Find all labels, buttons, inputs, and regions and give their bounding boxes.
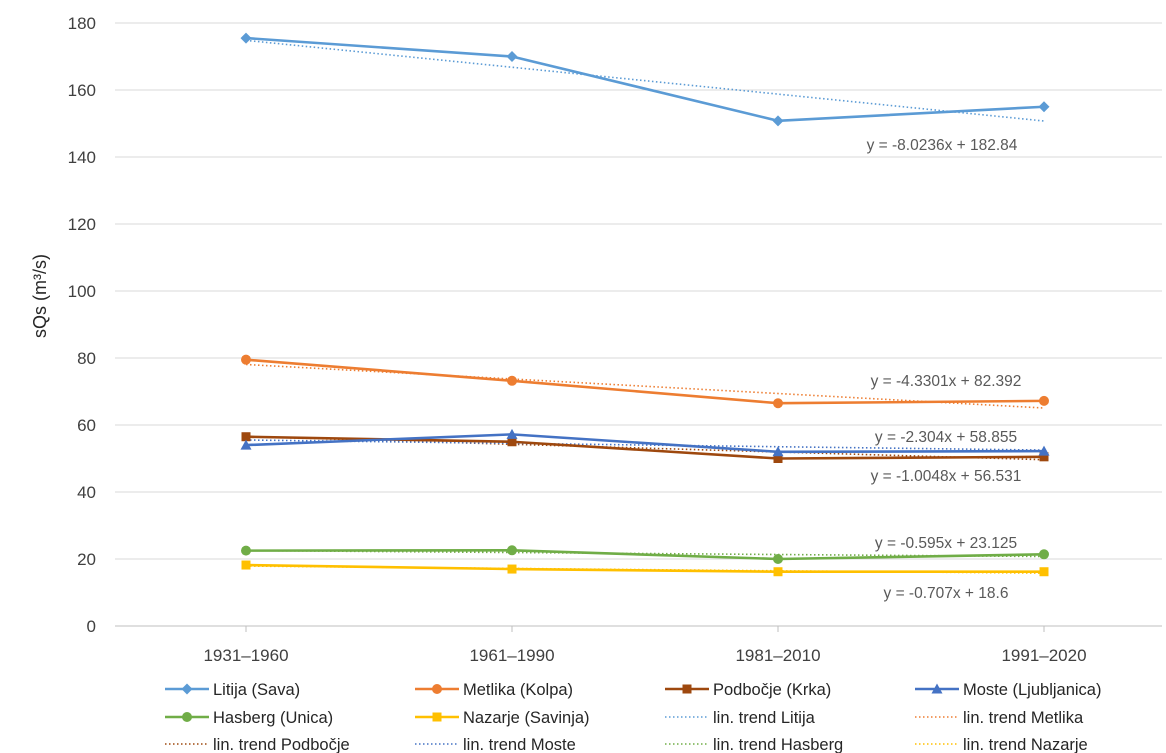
data-point bbox=[773, 554, 783, 564]
data-point bbox=[1039, 549, 1049, 560]
legend-swatch-marker bbox=[432, 684, 442, 694]
series-group bbox=[240, 428, 1050, 457]
legend-label: lin. trend Moste bbox=[463, 736, 576, 753]
legend-swatch-marker bbox=[181, 683, 193, 695]
series-line bbox=[245, 36, 1045, 123]
data-point bbox=[241, 354, 251, 365]
trend-equation-label: y = -4.3301x + 82.392 bbox=[871, 373, 1022, 390]
legend-swatch-marker bbox=[682, 684, 692, 694]
data-point bbox=[507, 437, 517, 447]
data-point bbox=[507, 564, 517, 574]
trend-equation-label: y = -2.304x + 58.855 bbox=[875, 429, 1017, 446]
series-line bbox=[245, 548, 1045, 561]
data-point bbox=[773, 567, 783, 577]
data-point bbox=[241, 560, 251, 570]
data-point bbox=[772, 115, 784, 127]
legend-swatch-marker bbox=[931, 683, 943, 694]
legend-item: lin. trend Nazarje bbox=[915, 736, 1088, 753]
legend-item: Podbočje (Krka) bbox=[665, 681, 831, 699]
x-tick-label: 1961–1990 bbox=[469, 646, 554, 665]
trend-line bbox=[245, 363, 1045, 409]
y-tick-label: 80 bbox=[77, 349, 96, 368]
legend-item: Nazarje (Savinja) bbox=[415, 709, 590, 727]
legend-item: lin. trend Podbočje bbox=[165, 736, 350, 753]
data-point bbox=[1039, 395, 1049, 406]
legend-item: Litija (Sava) bbox=[165, 681, 300, 699]
legend-label: Hasberg (Unica) bbox=[213, 709, 333, 727]
legend-label: Podbočje (Krka) bbox=[713, 681, 831, 699]
legend-label: Metlika (Kolpa) bbox=[463, 681, 573, 699]
data-point bbox=[507, 375, 517, 386]
trend-line bbox=[245, 439, 1045, 451]
data-point bbox=[506, 51, 518, 62]
data-point bbox=[773, 398, 783, 409]
y-tick-label: 140 bbox=[68, 148, 96, 167]
legend-item: lin. trend Hasberg bbox=[665, 736, 843, 753]
trend-line bbox=[245, 39, 1045, 122]
legend-label: lin. trend Hasberg bbox=[713, 736, 843, 753]
data-point bbox=[241, 432, 251, 442]
y-tick-label: 40 bbox=[77, 483, 96, 502]
legend-label: Litija (Sava) bbox=[213, 681, 300, 699]
y-tick-label: 160 bbox=[68, 81, 96, 100]
y-tick-label: 100 bbox=[68, 282, 96, 301]
series-group bbox=[241, 560, 1049, 577]
legend-swatch-marker bbox=[432, 712, 442, 722]
y-tick-label: 180 bbox=[68, 14, 96, 33]
legend-label: lin. trend Nazarje bbox=[963, 736, 1088, 753]
series-group bbox=[241, 545, 1049, 564]
y-axis-title: sQs (m³/s) bbox=[30, 254, 50, 338]
data-point bbox=[241, 545, 251, 556]
data-point bbox=[772, 446, 784, 457]
trend-equation-label: y = -0.595x + 23.125 bbox=[875, 535, 1017, 552]
trend-equation-label: y = -8.0236x + 182.84 bbox=[867, 137, 1018, 154]
legend-item: Hasberg (Unica) bbox=[165, 709, 333, 727]
legend-label: Moste (Ljubljanica) bbox=[963, 681, 1101, 699]
data-point bbox=[773, 454, 783, 463]
series-line bbox=[245, 358, 1045, 405]
series-group bbox=[240, 32, 1050, 127]
trend-equation-label: y = -1.0048x + 56.531 bbox=[871, 468, 1022, 485]
legend-label: lin. trend Podbočje bbox=[213, 736, 350, 753]
data-point bbox=[507, 545, 517, 556]
series-line bbox=[245, 563, 1044, 574]
data-point bbox=[1039, 567, 1049, 577]
legend-item: Moste (Ljubljanica) bbox=[915, 681, 1101, 699]
data-point bbox=[240, 439, 252, 450]
series-line bbox=[245, 433, 1045, 454]
legend-item: Metlika (Kolpa) bbox=[415, 681, 573, 699]
y-tick-label: 60 bbox=[77, 416, 96, 435]
legend-item: lin. trend Moste bbox=[415, 736, 576, 753]
data-point bbox=[240, 32, 252, 44]
legend-label: Nazarje (Savinja) bbox=[463, 709, 590, 727]
y-tick-label: 20 bbox=[77, 550, 96, 569]
legend-swatch-marker bbox=[182, 712, 192, 722]
legend-item: lin. trend Metlika bbox=[915, 709, 1084, 727]
x-tick-label: 1991–2020 bbox=[1001, 646, 1086, 665]
legend-item: lin. trend Litija bbox=[665, 709, 816, 727]
x-tick-label: 1931–1960 bbox=[203, 646, 288, 665]
trend-equation-label: y = -0.707x + 18.6 bbox=[884, 585, 1009, 602]
legend-label: lin. trend Litija bbox=[713, 709, 816, 727]
data-point bbox=[1038, 101, 1050, 113]
data-point bbox=[1039, 452, 1049, 462]
y-tick-label: 120 bbox=[68, 215, 96, 234]
x-tick-label: 1981–2010 bbox=[735, 646, 820, 665]
data-point bbox=[1038, 445, 1050, 456]
series-group bbox=[241, 354, 1049, 409]
data-point bbox=[506, 428, 518, 439]
legend-label: lin. trend Metlika bbox=[963, 709, 1084, 727]
y-tick-label: 0 bbox=[87, 617, 96, 636]
